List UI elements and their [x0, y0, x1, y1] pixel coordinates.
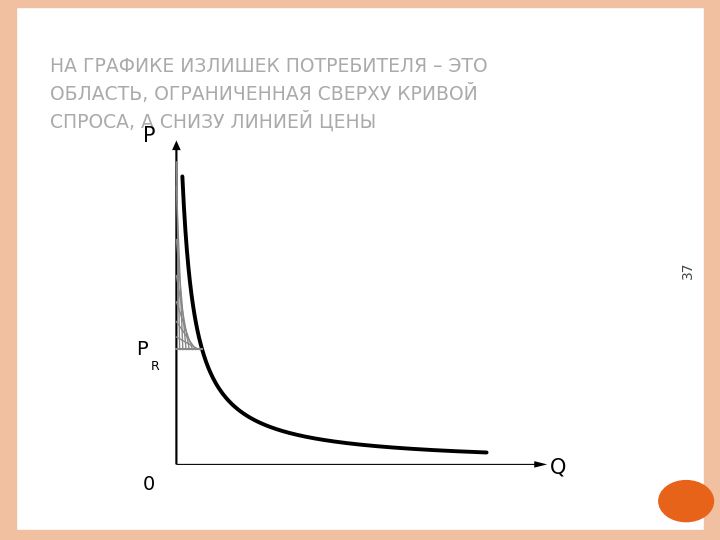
FancyArrow shape [172, 140, 181, 464]
Circle shape [659, 481, 714, 522]
Bar [0, 0, 720, 7]
Text: 0: 0 [143, 475, 156, 495]
Text: ОБЛАСТЬ, ОГРАНИЧЕННАЯ СВЕРХУ КРИВОЙ: ОБЛАСТЬ, ОГРАНИЧЕННАЯ СВЕРХУ КРИВОЙ [50, 84, 478, 104]
Text: P: P [143, 126, 156, 146]
Bar [0, 530, 720, 540]
Bar [704, 0, 720, 540]
FancyArrow shape [176, 461, 547, 468]
Text: СПРОСА, А СНИЗУ ЛИНИЕЙ ЦЕНЫ: СПРОСА, А СНИЗУ ЛИНИЕЙ ЦЕНЫ [50, 111, 377, 132]
Text: R: R [150, 360, 159, 373]
Text: P: P [136, 340, 148, 359]
Bar [0, 0, 16, 540]
Text: Q: Q [550, 457, 566, 477]
Text: 37: 37 [680, 261, 695, 279]
Text: НА ГРАФИКЕ ИЗЛИШЕК ПОТРЕБИТЕЛЯ – ЭТО: НА ГРАФИКЕ ИЗЛИШЕК ПОТРЕБИТЕЛЯ – ЭТО [50, 57, 488, 76]
